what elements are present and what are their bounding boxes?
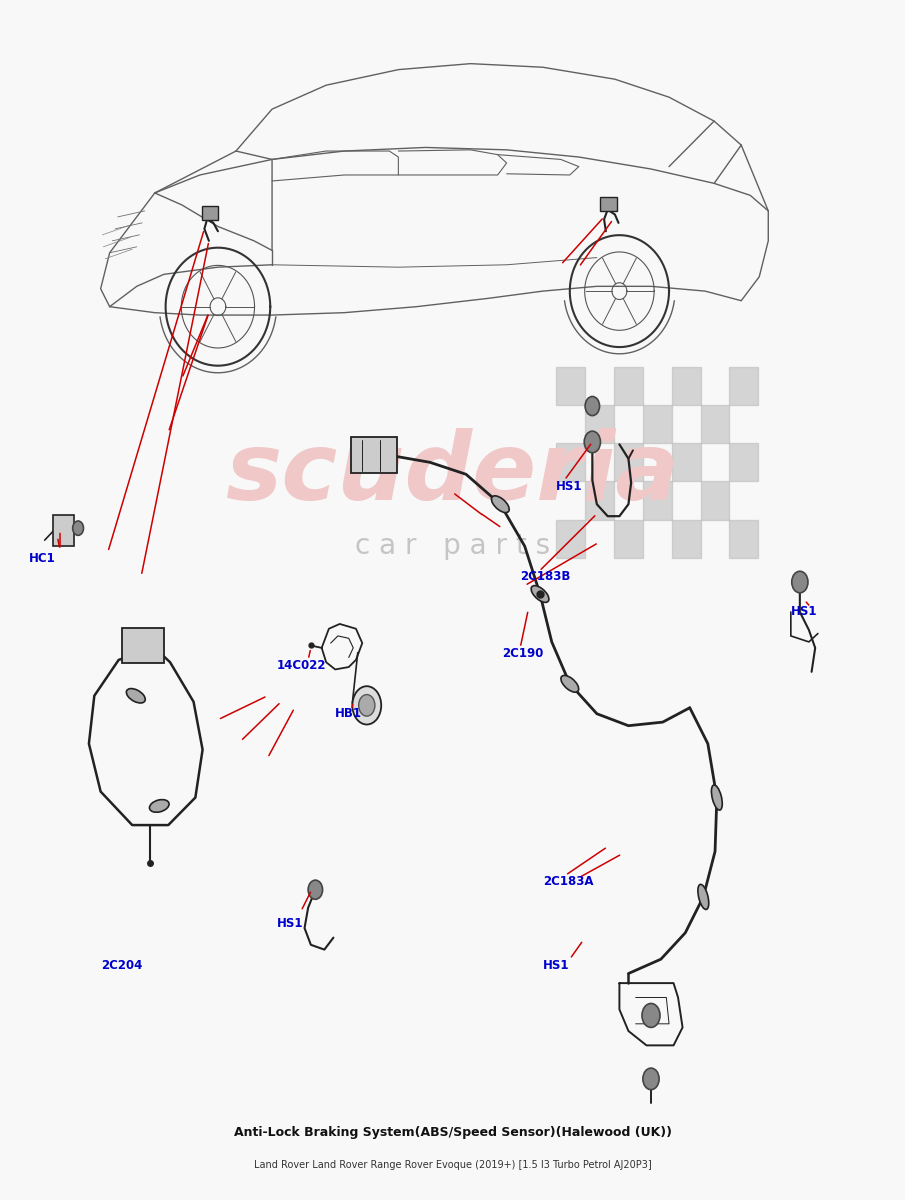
- Text: HS1: HS1: [277, 917, 303, 930]
- FancyBboxPatch shape: [600, 197, 616, 211]
- Ellipse shape: [491, 496, 510, 512]
- Circle shape: [352, 686, 381, 725]
- Text: scuderia: scuderia: [225, 428, 680, 521]
- Ellipse shape: [127, 689, 146, 703]
- Circle shape: [308, 880, 322, 899]
- Bar: [586, 404, 614, 443]
- Text: Anti-Lock Braking System(ABS/Speed Sensor)(Halewood (UK)): Anti-Lock Braking System(ABS/Speed Senso…: [233, 1127, 672, 1139]
- FancyBboxPatch shape: [350, 437, 397, 473]
- FancyBboxPatch shape: [202, 206, 218, 221]
- Bar: [672, 520, 700, 558]
- Bar: [614, 443, 643, 481]
- Bar: [614, 520, 643, 558]
- Circle shape: [585, 431, 600, 452]
- Bar: [557, 520, 586, 558]
- Circle shape: [792, 571, 808, 593]
- Bar: [729, 520, 758, 558]
- Bar: [643, 404, 672, 443]
- Circle shape: [642, 1003, 660, 1027]
- Bar: [729, 443, 758, 481]
- Text: HC1: HC1: [28, 552, 55, 564]
- Ellipse shape: [561, 676, 578, 692]
- FancyBboxPatch shape: [52, 515, 74, 546]
- Text: 2C204: 2C204: [100, 959, 142, 972]
- Bar: [614, 366, 643, 404]
- Text: 2C183B: 2C183B: [520, 570, 570, 582]
- Text: 2C183A: 2C183A: [543, 875, 593, 888]
- Text: HS1: HS1: [543, 959, 569, 972]
- Text: c a r   p a r t s: c a r p a r t s: [355, 532, 550, 560]
- Text: 14C022: 14C022: [277, 659, 326, 672]
- Ellipse shape: [698, 884, 709, 910]
- Bar: [700, 404, 729, 443]
- Text: HS1: HS1: [557, 480, 583, 493]
- Bar: [729, 366, 758, 404]
- FancyBboxPatch shape: [122, 628, 164, 664]
- Bar: [586, 481, 614, 520]
- Circle shape: [643, 1068, 659, 1090]
- Ellipse shape: [531, 586, 549, 602]
- Ellipse shape: [149, 799, 169, 812]
- Text: HS1: HS1: [791, 606, 817, 618]
- Bar: [643, 481, 672, 520]
- Circle shape: [358, 695, 375, 716]
- Circle shape: [72, 521, 83, 535]
- Bar: [700, 481, 729, 520]
- Ellipse shape: [711, 785, 722, 810]
- Text: Land Rover Land Rover Range Rover Evoque (2019+) [1.5 I3 Turbo Petrol AJ20P3]: Land Rover Land Rover Range Rover Evoque…: [253, 1160, 652, 1170]
- Text: 2C190: 2C190: [502, 647, 544, 660]
- Circle shape: [586, 396, 599, 415]
- Bar: [557, 443, 586, 481]
- Text: HB1: HB1: [335, 707, 362, 720]
- Bar: [672, 366, 700, 404]
- Bar: [672, 443, 700, 481]
- Bar: [557, 366, 586, 404]
